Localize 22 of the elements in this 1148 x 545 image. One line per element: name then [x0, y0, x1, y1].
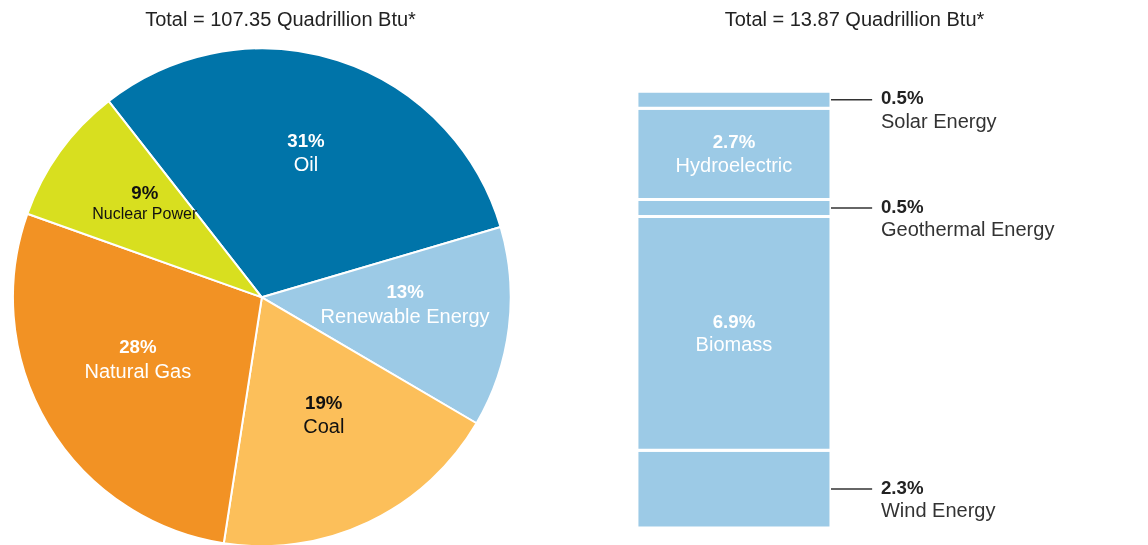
data-label: 19%	[305, 391, 343, 413]
text: Solar Energy	[880, 109, 997, 132]
data-label: 31%	[287, 129, 326, 151]
slice-label: Renewable Energy	[320, 304, 490, 327]
slice-label: Coal	[303, 415, 345, 438]
data-label: 13%	[386, 281, 425, 303]
series-label: Biomass	[695, 333, 773, 356]
data-label: 2.3%	[880, 476, 924, 498]
text: Wind Energy	[880, 499, 996, 522]
chart-title: Total = 13.87 Quadrillion Btu*	[724, 7, 985, 30]
series-label: Hydroelectric	[675, 153, 793, 176]
chart-title: Total = 107.35 Quadrillion Btu*	[145, 7, 417, 30]
text: Geothermal Energy	[880, 218, 1055, 241]
data-label: 0.5%	[880, 87, 924, 109]
data-label: 6.9%	[712, 310, 756, 332]
slice-label: Nuclear Power	[92, 205, 198, 223]
data-label: 2.7%	[712, 131, 756, 153]
slice-label: Oil	[293, 153, 319, 176]
data-label: 28%	[119, 336, 157, 358]
data-label: 9%	[131, 181, 159, 203]
data-label: 0.5%	[880, 195, 924, 217]
slice-label: Natural Gas	[84, 359, 192, 382]
